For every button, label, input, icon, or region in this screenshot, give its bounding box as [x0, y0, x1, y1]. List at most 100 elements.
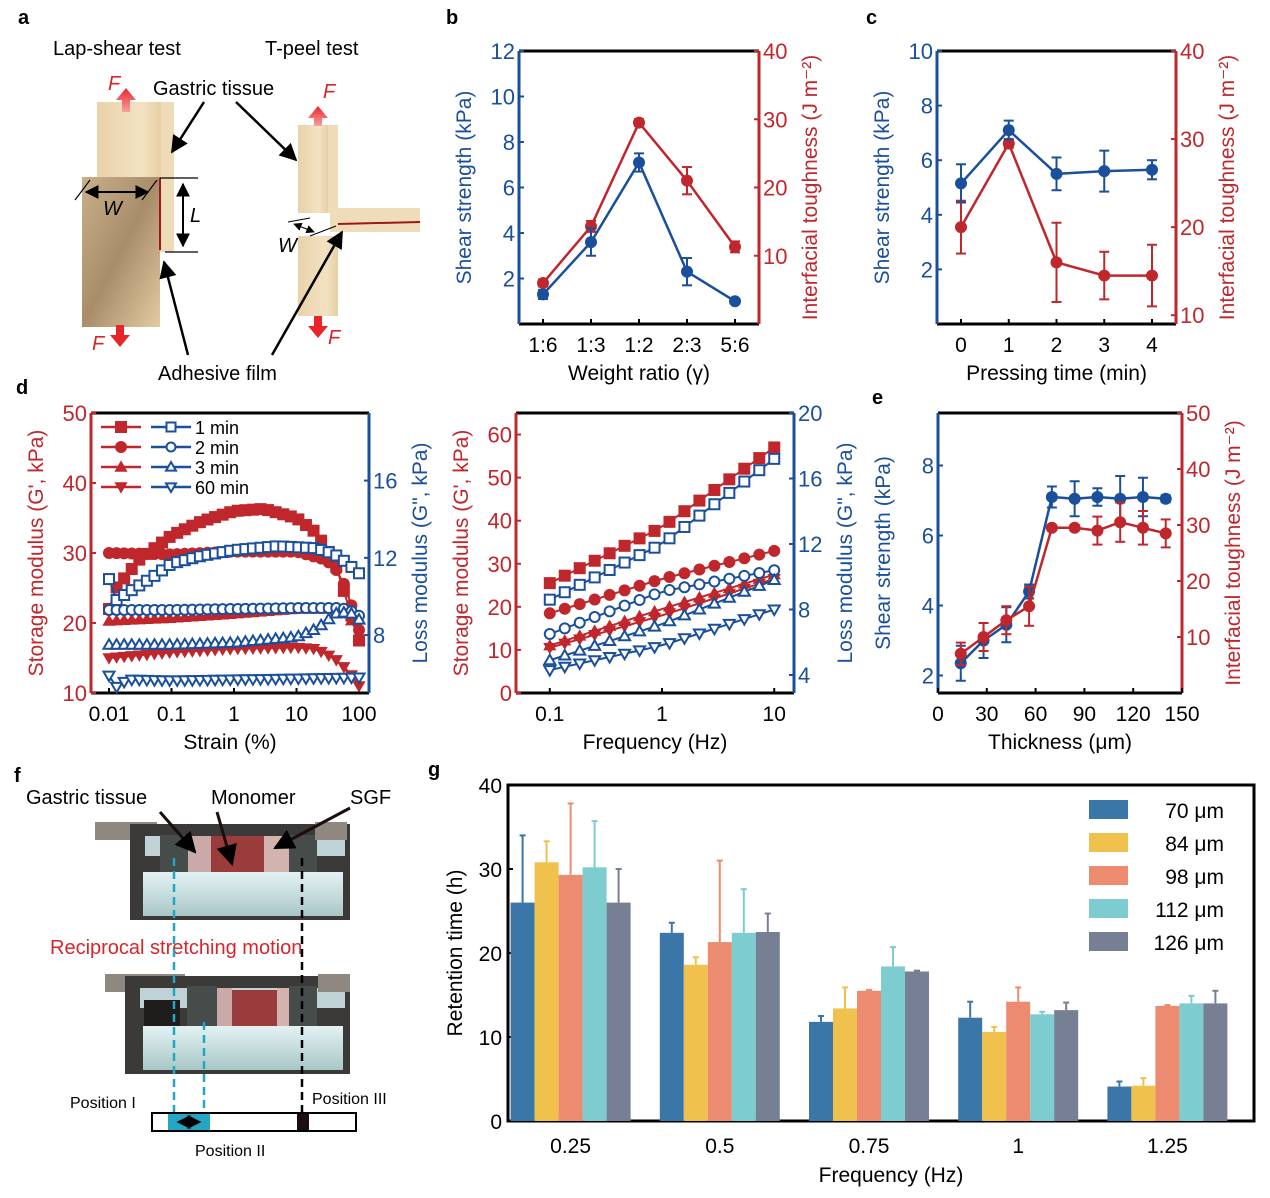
left-y-tick-label: 2	[921, 257, 933, 282]
series-line	[549, 458, 775, 601]
chart-d-strain-sweep: 10 20 30 40 50 8 12 16 Storage modulus (G', kPa)…	[25, 401, 432, 754]
data-point	[677, 607, 692, 621]
data-point	[663, 515, 676, 528]
left-y-tick-label: 40	[488, 509, 512, 534]
left-y-tick-label: 0	[500, 681, 512, 706]
legend-label: 98 μm	[1165, 866, 1224, 889]
left-y-tick-label: 2	[503, 267, 515, 292]
x-tick-label: 100	[341, 703, 376, 726]
right-y-tick-label: 10	[763, 244, 787, 269]
data-point	[1091, 491, 1104, 503]
data-point	[313, 617, 329, 631]
data-point	[768, 544, 781, 557]
data-point	[663, 570, 676, 583]
left-y-tick-label: 10	[909, 39, 933, 64]
bar	[1107, 1086, 1132, 1121]
data-point	[767, 604, 782, 617]
panel-a-illustration: Lap-shear test T-peel test Gastric tissu…	[53, 38, 421, 385]
bar	[958, 1017, 983, 1121]
data-point	[603, 588, 616, 601]
data-point	[632, 623, 647, 637]
data-point	[573, 598, 586, 611]
x-tick-label: 1:6	[528, 334, 557, 357]
panel-label-b: b	[446, 7, 458, 29]
data-point	[722, 590, 737, 603]
data-point	[633, 116, 645, 129]
position-3-marker	[297, 1114, 309, 1130]
legend-marker-storage	[114, 460, 128, 472]
data-point	[768, 441, 781, 454]
data-point	[647, 642, 662, 655]
data-point	[542, 665, 558, 678]
left-y-axis-label: Shear strength (kPa)	[871, 91, 894, 285]
bar	[1030, 1014, 1055, 1121]
data-point	[254, 503, 267, 516]
left-y-axis-label: Storage modulus (G', kPa)	[450, 430, 473, 677]
legend-item: 112 μm	[1089, 899, 1224, 922]
legend-label: 60 min	[195, 478, 249, 498]
legend-item: 70 μm	[1089, 800, 1224, 823]
x-tick-label: 1	[656, 703, 668, 726]
x-axis-label: Frequency (Hz)	[583, 731, 728, 754]
right-y-tick-label: 20	[1186, 569, 1210, 594]
data-point	[602, 651, 617, 665]
data-point	[1146, 163, 1158, 176]
y-tick-label: 20	[479, 943, 502, 966]
tpeel-force-down-label: F	[328, 327, 342, 349]
bar	[534, 862, 559, 1121]
right-y-tick-label: 40	[1180, 39, 1204, 64]
right-y-tick-label: 50	[1186, 401, 1210, 426]
left-y-tick-label: 10	[488, 638, 512, 663]
right-y-tick-label: 30	[1180, 127, 1204, 152]
bar	[683, 964, 708, 1121]
data-point	[693, 509, 706, 522]
legend-item: 3 min	[101, 458, 239, 478]
bar	[1203, 1003, 1228, 1121]
data-point	[543, 642, 557, 655]
data-point	[723, 556, 736, 569]
data-point	[693, 563, 706, 576]
data-point	[557, 647, 572, 661]
legend-label: 84 μm	[1165, 833, 1224, 856]
x-tick-label: 0.5	[705, 1135, 734, 1158]
legend-label: 3 min	[195, 458, 239, 478]
data-point	[648, 588, 661, 601]
bar	[606, 902, 631, 1121]
data-point	[585, 236, 597, 249]
bar	[1131, 1085, 1156, 1121]
series-line	[549, 569, 775, 635]
data-point	[558, 569, 571, 582]
data-point	[329, 655, 343, 667]
data-point	[573, 616, 586, 629]
data-point	[618, 621, 632, 633]
data-point	[618, 584, 631, 597]
bar	[905, 971, 929, 1121]
data-point	[103, 573, 115, 586]
data-point	[1098, 165, 1111, 178]
data-point	[1068, 521, 1081, 534]
x-tick-label: 0.1	[535, 703, 564, 726]
position-1-label: Position I	[70, 1095, 136, 1112]
data-point	[752, 578, 767, 591]
data-point	[737, 584, 752, 597]
data-point	[353, 624, 365, 636]
bar	[510, 902, 535, 1121]
data-point	[116, 676, 132, 690]
data-point	[1159, 527, 1172, 540]
lap-width-label: W	[103, 198, 124, 220]
left-y-tick-label: 8	[921, 94, 933, 119]
left-y-tick-label: 4	[503, 221, 515, 246]
right-y-tick-label: 8	[798, 597, 810, 622]
x-tick-label: 150	[1164, 703, 1199, 726]
right-y-axis-label: Interfacial toughness (J m⁻²)	[1216, 55, 1239, 321]
data-point	[647, 612, 662, 625]
panel-label-g: g	[428, 759, 440, 781]
legend-swatch	[1089, 932, 1128, 951]
data-point	[1045, 491, 1058, 503]
f-gastric-tissue-label: Gastric tissue	[26, 787, 147, 809]
gastric-tissue-label: Gastric tissue	[153, 78, 274, 100]
left-y-tick-label: 20	[63, 611, 87, 636]
data-point	[558, 586, 571, 599]
data-point	[632, 645, 647, 658]
